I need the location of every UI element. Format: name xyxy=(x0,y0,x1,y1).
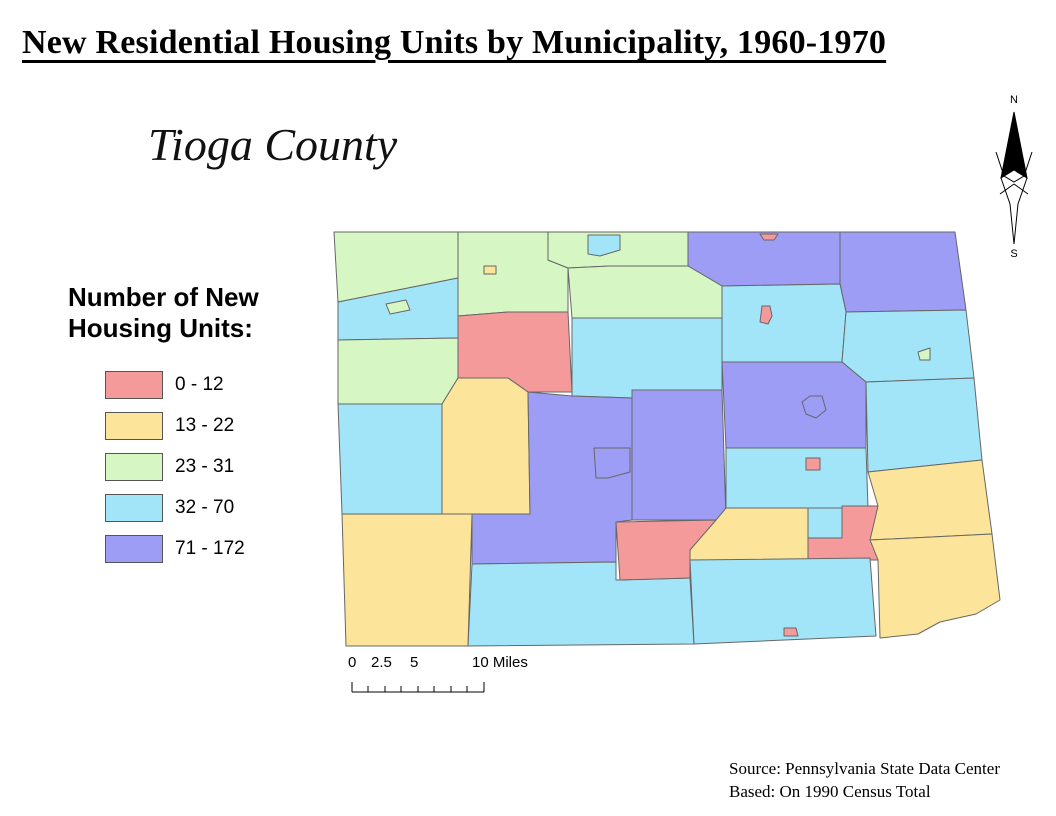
municipality-sw xyxy=(341,513,473,647)
north-arrow: N S xyxy=(986,94,1042,264)
municipality-e3 xyxy=(865,377,983,473)
scale-label-0: 0 xyxy=(348,654,357,671)
legend-item: 0 - 12 xyxy=(105,364,308,405)
municipality-se1 xyxy=(867,459,993,541)
borough-8 xyxy=(783,627,799,637)
source-line-2: Based: On 1990 Census Total xyxy=(729,782,931,801)
map-title: New Residential Housing Units by Municip… xyxy=(22,24,887,61)
north-arrow-icon xyxy=(995,111,1033,245)
legend: Number of New Housing Units: 0 - 12 13 - … xyxy=(68,282,308,569)
south-label: S xyxy=(1010,248,1018,260)
legend-item: 23 - 31 xyxy=(105,446,308,487)
borough-5 xyxy=(917,347,931,361)
municipality-c3 xyxy=(571,317,723,399)
municipality-s5 xyxy=(689,557,877,645)
source-note: Source: Pennsylvania State Data Center B… xyxy=(729,757,1000,803)
legend-swatch xyxy=(105,370,163,399)
borough-7 xyxy=(805,457,821,471)
municipality-se2 xyxy=(869,533,1001,639)
legend-swatch xyxy=(105,452,163,481)
borough-9 xyxy=(593,447,631,479)
legend-item: 32 - 70 xyxy=(105,487,308,528)
legend-items: 0 - 12 13 - 22 23 - 31 32 - 70 71 - 172 xyxy=(105,364,308,569)
borough-1 xyxy=(385,299,411,315)
borough-6 xyxy=(801,395,827,419)
municipality-e4 xyxy=(725,447,869,509)
legend-swatch xyxy=(105,493,163,522)
municipality-c2 xyxy=(567,265,723,319)
municipality-s3b xyxy=(807,507,843,539)
legend-item: 13 - 22 xyxy=(105,405,308,446)
municipality-ne2 xyxy=(839,231,967,313)
legend-swatch xyxy=(105,411,163,440)
municipality-w2 xyxy=(337,337,459,405)
municipality-c6 xyxy=(631,389,727,521)
legend-swatch xyxy=(105,534,163,563)
legend-title: Number of New Housing Units: xyxy=(68,282,259,343)
municipality-w3 xyxy=(337,403,443,515)
source-line-1: Source: Pennsylvania State Data Center xyxy=(729,759,1000,778)
legend-label: 32 - 70 xyxy=(175,496,235,518)
scale-label-10-miles: 10 Miles xyxy=(472,654,528,671)
municipality-c5 xyxy=(471,391,633,565)
legend-label: 13 - 22 xyxy=(175,414,235,436)
legend-label: 23 - 31 xyxy=(175,455,235,477)
scale-label-2-5: 2.5 xyxy=(371,654,392,671)
borough-4 xyxy=(759,305,773,325)
scale-bar-ticks xyxy=(351,682,485,693)
north-label: N xyxy=(1010,94,1018,106)
municipality-ne3 xyxy=(721,283,847,363)
municipality-e1 xyxy=(841,309,975,383)
legend-label: 0 - 12 xyxy=(175,373,224,395)
scale-label-5: 5 xyxy=(410,654,419,671)
municipality-c4 xyxy=(441,377,531,515)
legend-item: 71 - 172 xyxy=(105,528,308,569)
borough-3 xyxy=(759,233,779,241)
municipality-e2 xyxy=(721,361,867,449)
borough-2 xyxy=(483,265,497,275)
municipality-n3-borough xyxy=(587,234,621,257)
legend-label: 71 - 172 xyxy=(175,537,245,559)
county-name: Tioga County xyxy=(148,119,398,170)
